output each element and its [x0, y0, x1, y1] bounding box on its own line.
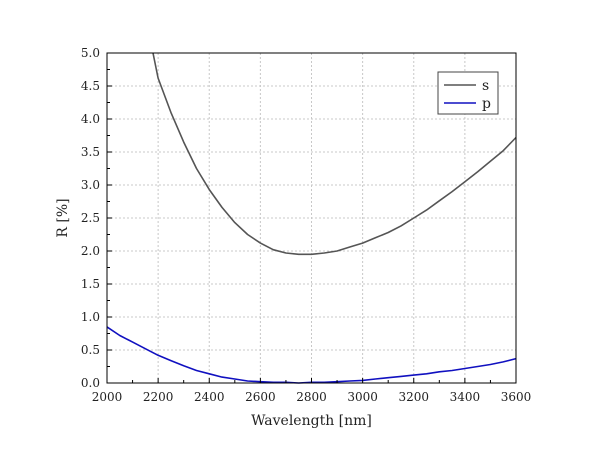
y-tick-label: 1.0: [81, 310, 100, 324]
tick-layer: 2000 2200 2400 2600 2800 3000 3200 3400 3600 0.0 0…: [81, 46, 531, 404]
legend-label-p: p: [482, 96, 491, 112]
x-tick-label: 3400: [450, 390, 481, 404]
x-tick-label: 2600: [245, 390, 276, 404]
series-line-s: [152, 52, 517, 256]
legend-box: [437, 71, 499, 115]
y-tick-label: 4.5: [81, 79, 100, 93]
y-axis-title: R [%]: [55, 198, 71, 237]
legend-label-s: s: [482, 78, 489, 94]
x-tick-label: 3200: [398, 390, 429, 404]
x-axis-title: Wavelength [nm]: [251, 413, 372, 429]
y-tick-label: 4.0: [81, 112, 100, 126]
x-tick-label: 2400: [194, 390, 225, 404]
y-tick-label: 5.0: [81, 46, 100, 60]
x-tick-label: 3000: [347, 390, 378, 404]
y-tick-label: 3.0: [81, 178, 100, 192]
y-tick-label: 2.0: [81, 244, 100, 258]
y-tick-label: 0.0: [81, 376, 100, 390]
y-tick-label: 3.5: [81, 145, 100, 159]
x-tick-label: 3600: [501, 390, 532, 404]
legend: sp: [437, 71, 499, 115]
x-tick-label: 2200: [143, 390, 174, 404]
y-tick-label: 1.5: [81, 277, 100, 291]
x-tick-label: 2000: [92, 390, 123, 404]
y-tick-label: 2.5: [81, 211, 100, 225]
y-tick-label: 0.5: [81, 343, 100, 357]
x-tick-label: 2800: [296, 390, 327, 404]
